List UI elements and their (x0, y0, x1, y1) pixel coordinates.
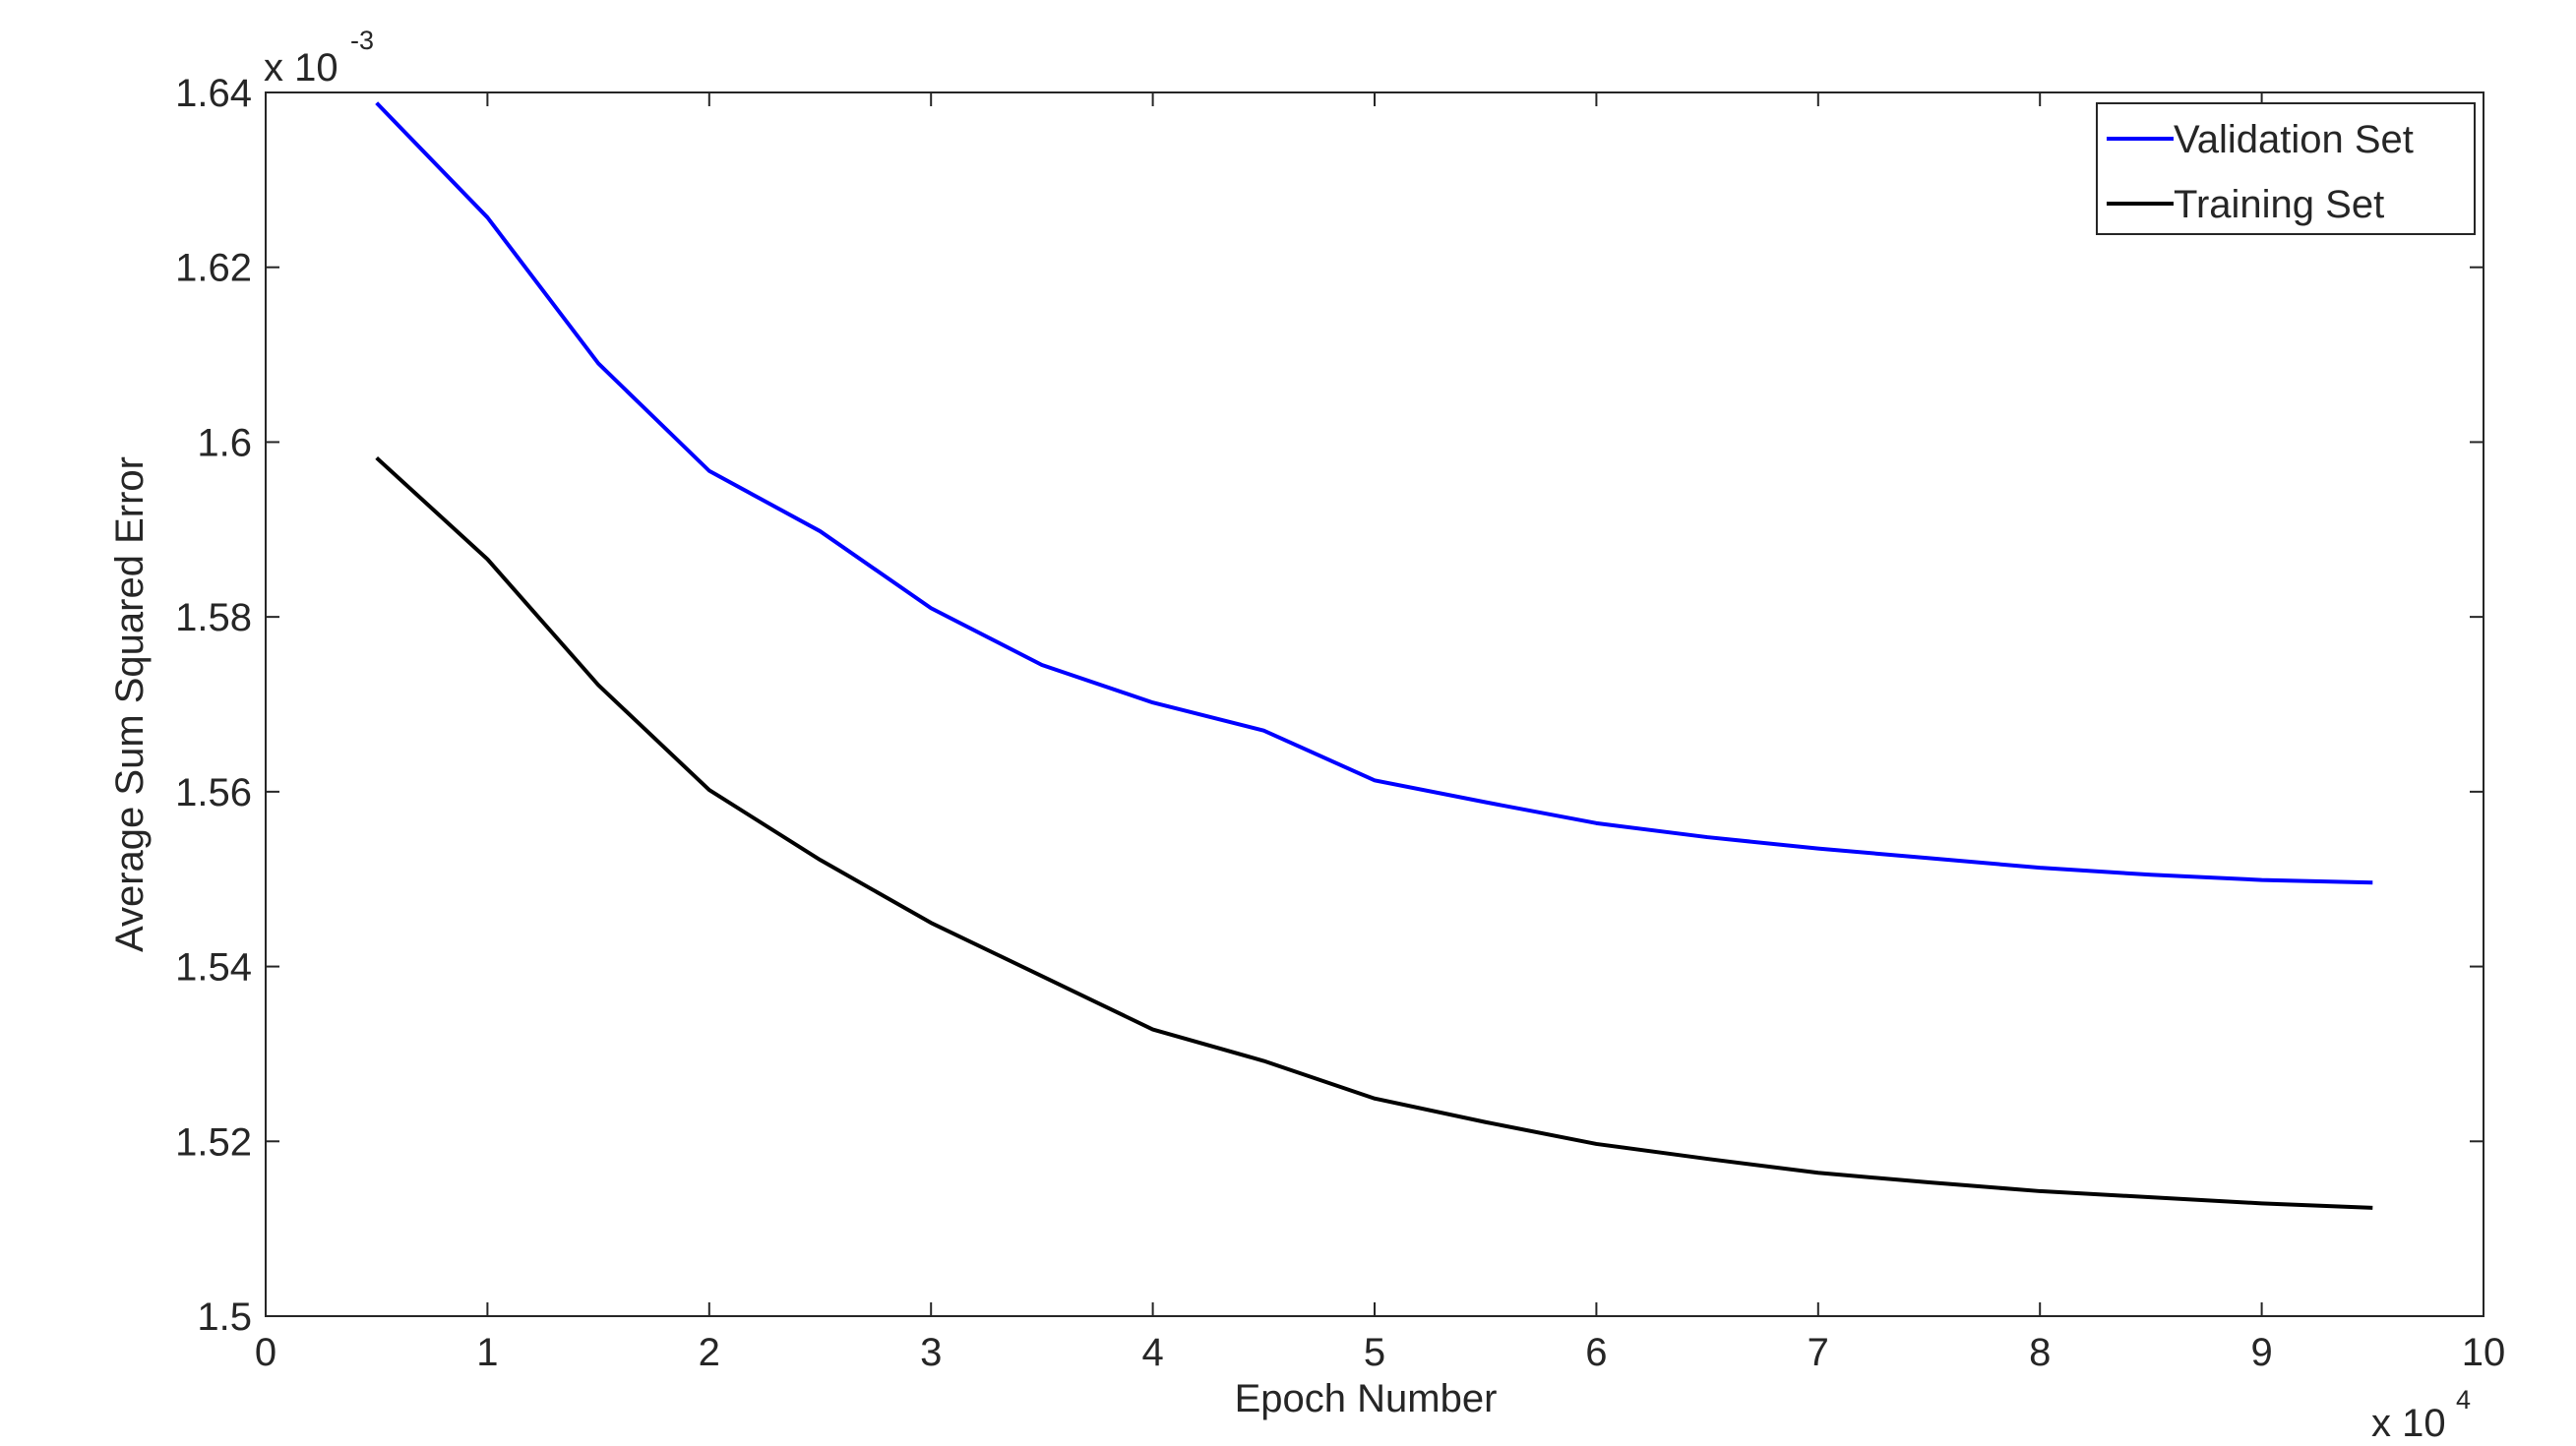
x-tick-label: 2 (699, 1331, 720, 1374)
x-tick-label: 8 (2029, 1331, 2051, 1374)
y-tick-label: 1.5 (197, 1295, 252, 1339)
x-tick-label: 5 (1364, 1331, 1385, 1374)
line-series (375, 455, 2373, 1210)
x-tick-label: 4 (1141, 1331, 1163, 1374)
legend-label: Training Set (2174, 183, 2384, 226)
legend-label: Validation Set (2174, 118, 2414, 161)
y-tick-label: 1.62 (175, 247, 252, 290)
x-tick-label: 9 (2250, 1331, 2272, 1374)
y-axis-label: Average Sum Squared Error (108, 456, 152, 952)
y-multiplier: x 10 (264, 46, 338, 90)
y-tick-label: 1.56 (175, 771, 252, 814)
x-tick-label: 6 (1585, 1331, 1607, 1374)
x-tick-label: 3 (920, 1331, 942, 1374)
x-tick-label: 0 (255, 1331, 276, 1374)
x-multiplier-exponent: 4 (2456, 1385, 2471, 1415)
plot-area (265, 91, 2484, 1317)
y-tick-label: 1.6 (197, 421, 252, 464)
y-tick-label: 1.64 (175, 72, 252, 115)
y-multiplier-exponent: -3 (350, 26, 374, 55)
x-axis-label: Epoch Number (1235, 1377, 1498, 1420)
x-multiplier: x 10 (2371, 1402, 2446, 1445)
x-tick-label: 10 (2462, 1331, 2506, 1374)
line-series (375, 101, 2373, 885)
x-tick-label: 1 (476, 1331, 498, 1374)
y-tick-label: 1.52 (175, 1120, 252, 1164)
legend-box (2096, 102, 2476, 235)
x-tick-label: 7 (1808, 1331, 1829, 1374)
y-tick-label: 1.58 (175, 596, 252, 639)
y-tick-label: 1.54 (175, 946, 252, 990)
